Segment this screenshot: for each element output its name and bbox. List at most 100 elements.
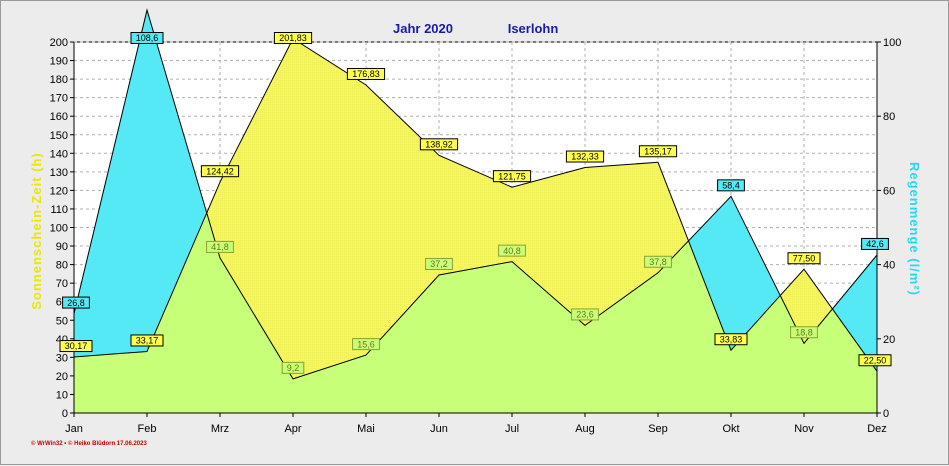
- sunshine-data-label: 121,75: [492, 170, 532, 183]
- y-left-tick-label: 0: [62, 408, 68, 420]
- y-left-tick-label: 180: [50, 74, 68, 86]
- y-left-tick-label: 160: [50, 111, 68, 123]
- sunshine-data-label-text: 33,17: [136, 336, 159, 346]
- sunshine-data-label: 176,83: [346, 67, 386, 80]
- rain-data-label: 15,6: [352, 338, 380, 351]
- rain-data-label-box: [644, 255, 672, 268]
- sunshine-data-label: 132,33: [565, 150, 605, 163]
- y-axis-left-label: Sonnenschein-Zeit (h): [29, 152, 44, 310]
- rain-data-label-box: [498, 244, 526, 257]
- x-tick-label: Mrz: [211, 423, 229, 435]
- sunshine-data-label-text: 121,75: [498, 171, 526, 181]
- rain-data-label-text: 18,8: [795, 327, 813, 337]
- y-right-tick-label: 20: [883, 334, 895, 346]
- sunshine-data-label: 77,50: [787, 252, 821, 265]
- rain-data-label: 40,8: [498, 244, 526, 257]
- y-right-tick-label: 0: [883, 408, 889, 420]
- sunshine-data-label: 33,83: [714, 333, 748, 346]
- rain-data-label-text: 9,2: [287, 363, 300, 373]
- sunshine-data-label-text: 77,50: [793, 253, 816, 263]
- sunshine-data-label: 135,17: [638, 145, 678, 158]
- overlap-area: [74, 38, 877, 413]
- chart-title-year: Jahr 2020: [393, 21, 453, 36]
- rain-data-label: 9,2: [281, 361, 305, 374]
- y-left-tick-label: 70: [56, 278, 68, 290]
- data-labels: 30,17 33,17 124,42 201,83 176,83 138,92 121,75…: [59, 32, 892, 374]
- rain-data-label-box: [425, 257, 453, 270]
- x-tick-label: Nov: [794, 423, 814, 435]
- sunshine-data-label-box: [787, 252, 821, 265]
- rain-data-label: 41,8: [206, 240, 234, 253]
- x-tick-label: Okt: [722, 423, 739, 435]
- sunshine-data-label-box: [492, 170, 532, 183]
- sunshine-data-label: 30,17: [59, 340, 93, 353]
- x-tick-label: Feb: [138, 423, 157, 435]
- rain-data-label: 108,6: [130, 32, 164, 44]
- sunshine-data-label: 201,83: [273, 32, 313, 44]
- rain-data-label-text: 23,6: [576, 310, 594, 320]
- x-tick-label: Mai: [357, 423, 375, 435]
- rain-data-label: 18,8: [790, 326, 818, 339]
- rain-data-label-box: [62, 296, 90, 309]
- sunshine-data-label-box: [565, 150, 605, 163]
- sunshine-data-label-text: 30,17: [65, 341, 88, 351]
- rain-data-label-text: 40,8: [503, 246, 521, 256]
- x-tick-label: Sep: [648, 423, 668, 435]
- y-right-tick-label: 100: [883, 37, 901, 49]
- y-axis-right-label: Regenmenge (l/m²): [907, 162, 922, 296]
- y-right-tick-label: 80: [883, 111, 895, 123]
- sunshine-data-label-box: [638, 145, 678, 158]
- y-left-tick-label: 100: [50, 223, 68, 235]
- y-left-tick-label: 20: [56, 371, 68, 383]
- chart-title-location: Iserlohn: [508, 21, 559, 36]
- y-left-tick-label: 80: [56, 260, 68, 272]
- rain-data-label-box: [206, 240, 234, 253]
- x-tick-label: Aug: [575, 423, 595, 435]
- y-left-tick-label: 30: [56, 352, 68, 364]
- rain-data-label-text: 58,4: [722, 181, 740, 191]
- sunshine-data-label-box: [130, 334, 164, 347]
- sunshine-data-label-text: 22,50: [864, 355, 887, 365]
- y-left-tick-label: 110: [50, 204, 68, 216]
- sunshine-data-label-box: [346, 67, 386, 80]
- y-right-tick-label: 40: [883, 260, 895, 272]
- sunshine-data-label-text: 201,83: [279, 33, 307, 43]
- sunshine-data-label-box: [200, 165, 240, 178]
- sunshine-data-label-box: [59, 340, 93, 353]
- rain-data-label-box: [861, 237, 889, 250]
- y-left-tick-label: 90: [56, 241, 68, 253]
- sunshine-data-label-box: [858, 354, 892, 367]
- sunshine-data-label-text: 124,42: [206, 166, 234, 176]
- rain-data-label-box: [352, 338, 380, 351]
- rain-data-label: 26,8: [62, 296, 90, 309]
- sunshine-data-label-box: [714, 333, 748, 346]
- y-left-tick-label: 170: [50, 93, 68, 105]
- x-tick-label: Dez: [867, 423, 887, 435]
- rain-data-label: 37,2: [425, 257, 453, 270]
- x-tick-label: Jan: [65, 423, 83, 435]
- y-left-tick-label: 50: [56, 315, 68, 327]
- sunshine-data-label-text: 176,83: [352, 69, 380, 79]
- y-left-tick-label: 130: [50, 167, 68, 179]
- sunshine-data-label-text: 132,33: [571, 152, 599, 162]
- y-left-tick-label: 200: [50, 37, 68, 49]
- sunshine-data-label: 22,50: [858, 354, 892, 367]
- rain-data-label-text: 42,6: [866, 239, 884, 249]
- y-left-tick-label: 150: [50, 130, 68, 142]
- y-left-tick-label: 120: [50, 185, 68, 197]
- rain-data-label-text: 108,6: [136, 33, 159, 43]
- x-tick-label: Jun: [430, 423, 448, 435]
- rain-data-label: 42,6: [861, 237, 889, 250]
- sunshine-data-label: 138,92: [419, 138, 459, 151]
- sunshine-data-label-box: [273, 32, 313, 44]
- rain-line: [73, 8, 878, 380]
- rain-data-label-text: 15,6: [357, 339, 375, 349]
- credit-footer: © WrWin32 • © Heiko Blüdorn 17.06.2023: [31, 440, 147, 447]
- sunshine-data-label: 33,17: [130, 334, 164, 347]
- rain-data-label-box: [571, 308, 599, 321]
- rain-data-label-text: 37,8: [649, 257, 667, 267]
- rain-data-label-text: 37,2: [430, 259, 448, 269]
- y-left-tick-label: 190: [50, 56, 68, 68]
